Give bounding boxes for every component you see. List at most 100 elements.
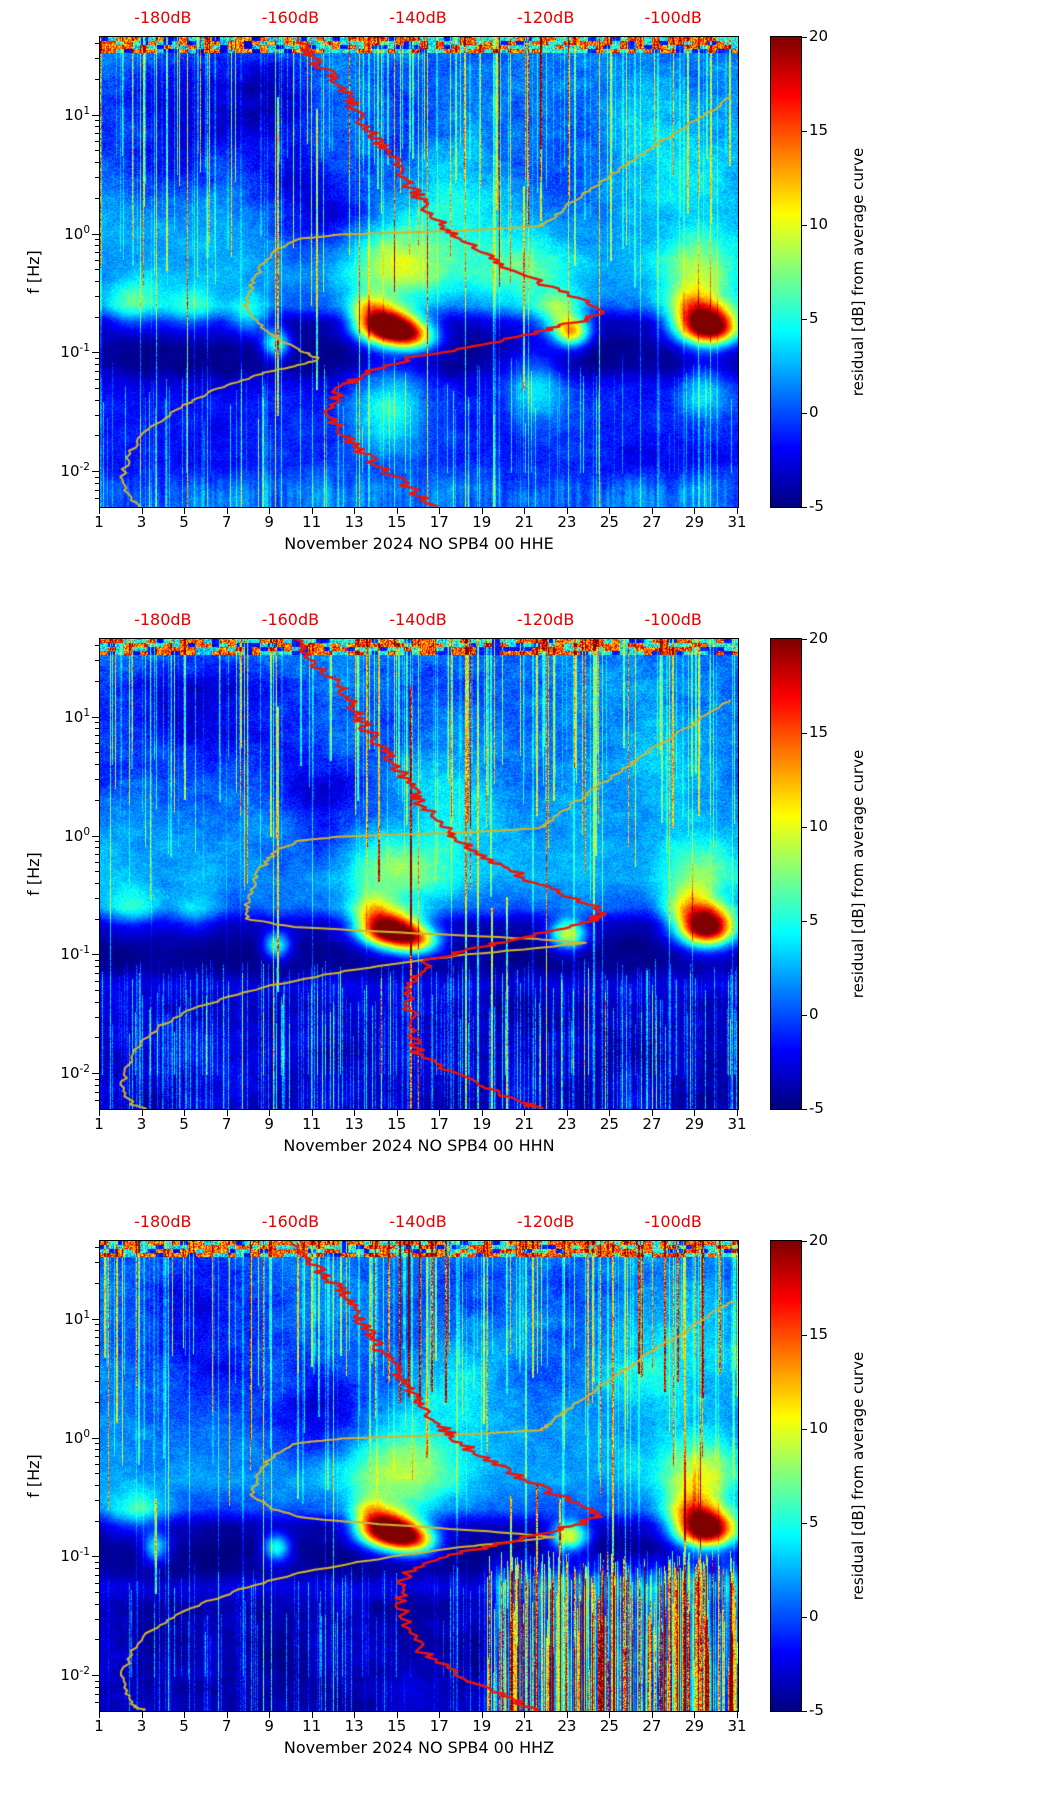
x-tick-label: 19: [472, 1717, 492, 1735]
y-tick-label: 101: [64, 1308, 90, 1328]
colorbar-tick-label: 10: [809, 215, 829, 233]
y-minor-tick-mark: [95, 1078, 99, 1080]
y-tick-label: 10-2: [60, 461, 90, 481]
colorbar-tick-mark: [802, 1523, 807, 1524]
top-db-tick-label: -140dB: [389, 8, 447, 27]
y-minor-tick-mark: [95, 1345, 99, 1346]
y-tick-mark: [92, 1073, 99, 1075]
y-tick-label: 101: [64, 706, 90, 726]
x-tick-label: 7: [221, 1717, 232, 1735]
y-minor-tick-mark: [95, 735, 99, 737]
y-minor-tick-mark: [95, 861, 99, 863]
y-minor-tick-mark: [95, 1001, 99, 1003]
top-db-tick-label: -140dB: [389, 610, 447, 629]
y-tick-label: 10-1: [60, 342, 90, 362]
x-tick-label: 23: [557, 1717, 577, 1735]
y-minor-tick-mark: [95, 1324, 99, 1326]
colorbar-tick-mark: [802, 225, 807, 226]
x-tick-label: 9: [264, 1717, 274, 1735]
x-tick-label: 7: [221, 513, 232, 531]
x-tick-mark: [311, 1110, 313, 1116]
x-tick-label: 13: [344, 1115, 364, 1133]
y-minor-tick-mark: [95, 1574, 99, 1576]
y-minor-tick-mark: [95, 1337, 99, 1339]
x-tick-mark: [651, 1110, 653, 1116]
y-minor-tick-mark: [95, 245, 99, 247]
x-tick-label: 21: [514, 1115, 534, 1133]
colorbar-tick-label: 20: [809, 27, 829, 45]
y-minor-tick-mark: [95, 871, 99, 873]
y-minor-tick-mark: [95, 150, 99, 152]
x-tick-mark: [481, 508, 483, 514]
x-tick-mark: [651, 1712, 653, 1718]
y-minor-tick-mark: [95, 1680, 99, 1682]
y-tick-label: 10-2: [60, 1063, 90, 1083]
top-db-tick-label: -160dB: [261, 610, 320, 629]
y-minor-tick-mark: [95, 847, 99, 849]
colorbar-tick-mark: [802, 921, 807, 922]
y-minor-tick-mark: [95, 1582, 99, 1584]
x-tick-mark: [99, 1110, 100, 1116]
y-minor-tick-mark: [95, 414, 99, 416]
x-tick-label: 1: [94, 513, 104, 531]
y-minor-tick-mark: [95, 752, 99, 754]
colorbar-tick-label: 20: [809, 629, 829, 647]
spectrogram-canvas: [100, 639, 738, 1109]
x-tick-mark: [481, 1110, 483, 1116]
colorbar-tick-mark: [802, 827, 807, 828]
y-tick-mark: [92, 716, 99, 718]
x-tick-mark: [524, 1110, 526, 1116]
colorbar-tick-label: 5: [809, 1513, 819, 1531]
x-tick-label: 21: [514, 513, 534, 531]
x-tick-mark: [141, 1110, 143, 1116]
top-db-tick-label: -180dB: [134, 610, 192, 629]
y-tick-mark: [92, 233, 99, 235]
x-tick-label: 29: [684, 513, 704, 531]
y-tick-mark: [92, 954, 99, 956]
x-tick-mark: [184, 508, 186, 514]
y-minor-tick-mark: [95, 1091, 99, 1093]
x-tick-mark: [354, 1712, 356, 1718]
y-tick-label: 100: [64, 825, 90, 845]
plot-area: [99, 1240, 739, 1712]
x-tick-mark: [737, 1110, 738, 1116]
y-minor-tick-mark: [95, 176, 99, 178]
x-tick-mark: [99, 508, 100, 514]
x-tick-label: 11: [302, 1717, 322, 1735]
colorbar-tick-label: -5: [809, 1701, 824, 1719]
y-minor-tick-mark: [95, 378, 99, 380]
y-minor-tick-mark: [95, 399, 99, 401]
y-minor-tick-mark: [95, 1282, 99, 1284]
y-minor-tick-mark: [95, 680, 99, 682]
y-tick-label: 10-1: [60, 1546, 90, 1566]
colorbar-tick-label: 0: [809, 403, 819, 421]
colorbar-tick-mark: [802, 1335, 807, 1336]
y-minor-tick-mark: [95, 1701, 99, 1703]
y-minor-tick-mark: [95, 126, 99, 128]
x-tick-mark: [694, 508, 696, 514]
x-tick-mark: [184, 1712, 186, 1718]
x-tick-mark: [566, 1110, 568, 1116]
y-minor-tick-mark: [95, 1084, 99, 1086]
y-minor-tick-mark: [95, 965, 99, 967]
y-minor-tick-mark: [95, 1603, 99, 1605]
spectrogram-canvas: [100, 37, 738, 507]
y-minor-tick-mark: [95, 1484, 99, 1486]
y-tick-mark: [92, 1675, 99, 1677]
colorbar-tick-mark: [802, 733, 807, 734]
x-tick-label: 19: [472, 513, 492, 531]
y-minor-tick-mark: [95, 799, 99, 801]
y-tick-mark: [92, 1556, 99, 1558]
x-tick-mark: [609, 1712, 611, 1718]
x-tick-label: 23: [557, 1115, 577, 1133]
x-tick-mark: [651, 508, 653, 514]
y-minor-tick-mark: [95, 1639, 99, 1641]
y-minor-tick-mark: [95, 1520, 99, 1522]
x-tick-label: 31: [727, 1717, 747, 1735]
x-tick-label: 29: [684, 1115, 704, 1133]
y-minor-tick-mark: [95, 1455, 99, 1457]
colorbar-label: residual [dB] from average curve: [849, 749, 867, 999]
y-minor-tick-mark: [95, 161, 99, 163]
x-tick-label: 17: [429, 513, 449, 531]
y-minor-tick-mark: [95, 1442, 99, 1444]
